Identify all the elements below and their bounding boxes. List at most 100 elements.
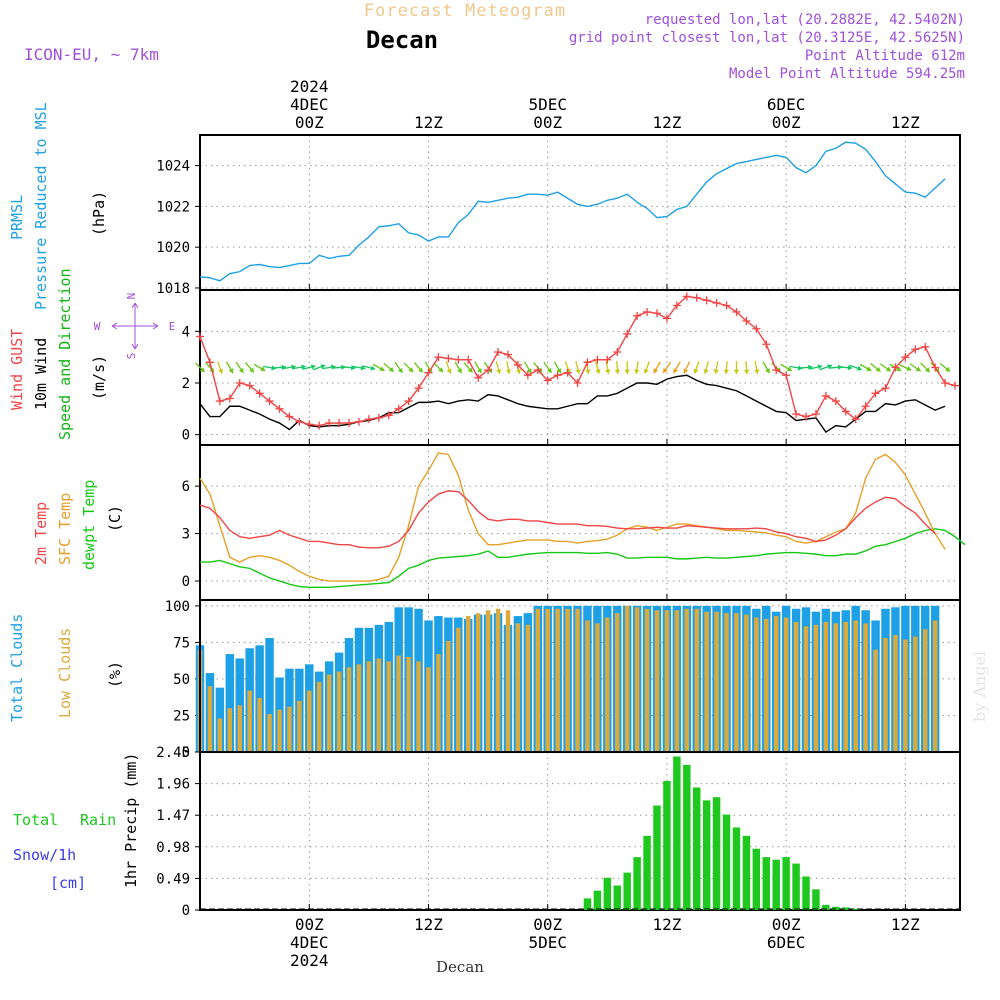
wind-direction-arrow: [839, 365, 853, 371]
low-cloud-bar: [386, 661, 391, 752]
direction-label: Speed and Direction: [56, 268, 74, 440]
rain-bar: [603, 877, 612, 910]
gust-marker: [672, 301, 681, 310]
gust-marker: [851, 415, 860, 424]
gust-marker: [742, 317, 751, 325]
wind-arrow-head: [663, 367, 668, 373]
low-cloud-bar: [545, 608, 550, 752]
top-axis-label: 00Z: [533, 113, 562, 132]
wind-direction-arrow: [899, 364, 912, 371]
y-tick-label: 1022: [156, 199, 190, 215]
gust-marker: [215, 397, 224, 406]
low-cloud-bar: [456, 627, 461, 752]
gust-marker: [325, 419, 334, 428]
chart-title: Forecast Meteogram: [364, 1, 566, 21]
gust-marker: [523, 371, 532, 380]
y-tick-label: 6: [182, 479, 190, 495]
wind-direction-arrow: [383, 362, 395, 373]
wind-direction-arrow: [605, 360, 611, 375]
pressure-line: [199, 141, 946, 282]
wind-direction-arrow: [733, 361, 740, 374]
wind-arrow-head: [238, 367, 244, 373]
bottom-axis-label: 2024: [290, 951, 329, 970]
gust-marker: [295, 417, 304, 426]
wind-arrow-head: [438, 367, 444, 373]
low-cloud-bar: [466, 616, 471, 752]
gust-marker: [762, 340, 771, 349]
low-cloud-bar: [376, 658, 382, 752]
wind-arrow-head: [673, 368, 679, 374]
wind-arrow-head: [351, 365, 356, 371]
wind-arrow-head: [723, 369, 730, 374]
precip-unit: 1hr Precip (mm): [122, 753, 140, 888]
low-cloud-bar: [734, 613, 739, 752]
wind-direction-arrow: [413, 362, 424, 373]
low-cloud-bar: [913, 636, 918, 752]
gust-marker: [931, 363, 940, 372]
wind-direction-arrow: [723, 360, 730, 375]
y-tick-label: 50: [173, 672, 190, 688]
wind-arrow-head: [683, 368, 689, 374]
point-altitude: Point Altitude 612m: [805, 48, 965, 64]
wind-direction-arrow: [879, 363, 892, 372]
wind-direction-arrow: [474, 361, 482, 374]
wind-arrow-head: [713, 369, 719, 374]
gust-marker: [573, 379, 582, 387]
gust-marker: [782, 371, 791, 380]
low-cloud-bar: [922, 629, 928, 752]
gust-marker: [474, 373, 483, 382]
gust-marker: [265, 397, 274, 406]
y-tick-label: 1.96: [156, 777, 190, 793]
rain-bar: [752, 848, 761, 910]
gust-marker: [871, 389, 880, 398]
snow-label: Snow/1h: [13, 846, 76, 864]
low-cloud-bar: [644, 608, 650, 752]
gust-marker: [543, 376, 552, 385]
rain-bar: [593, 890, 602, 910]
wind-arrow-head: [281, 364, 286, 370]
low-cloud-bar: [396, 655, 401, 752]
low-cloud-bar: [704, 611, 709, 752]
wind-arrow-head: [388, 366, 394, 372]
wind-arrow-head: [915, 366, 921, 372]
gust-marker: [712, 298, 721, 307]
y-tick-label: 0: [182, 428, 190, 444]
low-cloud-bar: [744, 614, 749, 752]
gust-marker: [623, 329, 632, 338]
y-tick-label: 1018: [156, 281, 190, 297]
top-axis-label: 4DEC: [290, 95, 329, 114]
wind-direction-arrow: [394, 361, 403, 374]
wind-arrow-head: [379, 366, 385, 371]
gust-marker: [494, 348, 503, 356]
temperature-panel: 0 3 6 2m Temp SFC Temp dewpt Temp (C): [32, 444, 966, 601]
gust-marker: [464, 355, 473, 364]
rain-bar: [623, 872, 631, 910]
y-tick-label: 0: [182, 903, 190, 919]
y-tick-label: 0.98: [156, 840, 190, 856]
low-cloud-bar: [783, 617, 789, 752]
wind-direction-arrow: [595, 361, 601, 374]
rain-bar: [802, 876, 810, 910]
low-cloud-bar: [873, 649, 878, 752]
wind-direction-arrow: [463, 362, 473, 373]
snow-unit: [cm]: [50, 874, 86, 892]
rain-bar: [842, 907, 850, 910]
wind-arrow-head: [693, 368, 699, 374]
low-cloud-bar: [287, 706, 292, 752]
wind-arrow-head: [556, 368, 562, 374]
gust-marker: [772, 366, 781, 375]
low-cloud-bar: [595, 623, 600, 752]
wind-direction-arrow: [624, 361, 630, 374]
gust-marker: [633, 311, 642, 320]
gust-marker: [802, 412, 811, 421]
wind-direction-arrow: [643, 361, 650, 374]
rain-label: Rain: [80, 811, 116, 829]
wind-arrow-head: [605, 369, 611, 374]
requested-coords: requested lon,lat (20.2882E, 42.5402N): [645, 12, 965, 28]
rain-bar: [812, 889, 820, 910]
rain-bar: [683, 764, 691, 910]
gust-marker: [941, 379, 950, 387]
wind-arrow-head: [260, 366, 266, 371]
rain-bar: [832, 906, 840, 910]
